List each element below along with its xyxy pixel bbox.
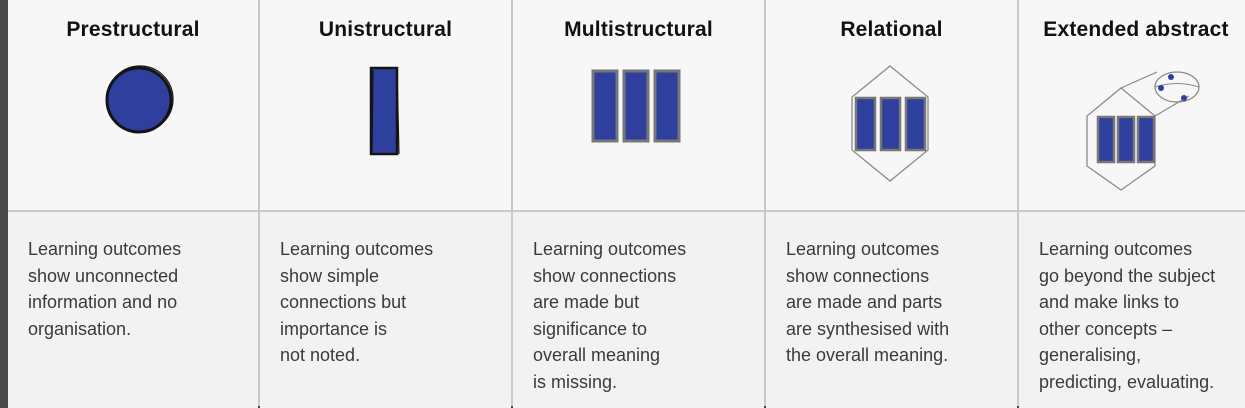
level-title: Relational [840, 18, 943, 41]
level-header-multistructural: Multistructural [513, 0, 764, 210]
level-header-prestructural: Prestructural [8, 0, 258, 210]
level-title: Unistructural [318, 18, 453, 41]
description-text: Learning outcomes show unconnected infor… [28, 239, 182, 339]
circle-icon [105, 65, 174, 134]
level-header-extended-abstract: Extended abstract [1019, 0, 1245, 210]
description-text: Learning outcomes show simple connection… [280, 239, 434, 365]
level-description-unistructural: Learning outcomes show simple connection… [260, 212, 511, 408]
description-text: Learning outcomes show connections are m… [533, 239, 687, 392]
level-header-relational: Relational [766, 0, 1017, 210]
level-description-relational: Learning outcomes show connections are m… [766, 212, 1017, 408]
level-title: Multistructural [564, 18, 713, 41]
single-bar-icon [369, 66, 400, 156]
level-header-unistructural: Unistructural [260, 0, 511, 210]
solo-taxonomy-table: Prestructural Unistructural Multistructu… [8, 0, 1245, 408]
linked-bars-icon [851, 65, 929, 182]
extended-bars-icon [1086, 71, 1200, 191]
description-text: Learning outcomes show connections are m… [786, 239, 950, 365]
level-description-extended-abstract: Learning outcomes go beyond the subject … [1019, 212, 1245, 408]
three-bars-icon [591, 69, 681, 143]
level-title: Extended abstract [1043, 18, 1229, 41]
level-description-multistructural: Learning outcomes show connections are m… [513, 212, 764, 408]
level-title: Prestructural [66, 18, 200, 41]
level-description-prestructural: Learning outcomes show unconnected infor… [8, 212, 258, 408]
description-text: Learning outcomes go beyond the subject … [1039, 239, 1216, 392]
